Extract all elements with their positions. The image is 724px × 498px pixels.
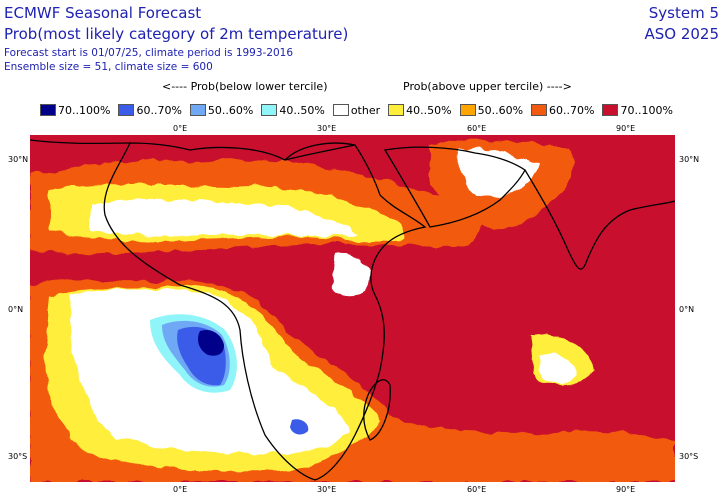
legend-label: 40..50% [279,103,325,117]
blue-zone-south [290,419,309,435]
tick-bottom-90E: 90°E [616,485,636,494]
tick-left-0N: 0°N [8,305,24,314]
legend-label: 60..70% [549,103,595,117]
white-zone-arabia [458,148,540,197]
white-zone-madagascar [540,353,578,385]
legend-item: 70..100% [40,102,110,118]
legend-item: other [332,102,381,118]
legend-item: 40..50% [388,102,452,118]
tick-right-30N: 30°N [679,155,700,164]
darkblue-zone [197,329,224,356]
legend-item: 60..70% [118,102,182,118]
forecast-subtitle: Prob(most likely category of 2m temperat… [4,25,349,43]
legend-item: 70..100% [602,102,673,118]
ensemble-info: Ensemble size = 51, climate size = 600 [4,61,213,73]
tick-bottom-0E: 0°E [173,485,188,494]
legend-item: 60..70% [531,102,594,118]
india-coastline [524,169,675,270]
legend-item: 50..60% [459,102,524,118]
forecast-start-info: Forecast start is 01/07/25, climate peri… [4,47,294,59]
legend-swatch [118,104,135,116]
season-label: ASO 2025 [644,25,719,43]
coastlines [30,139,675,481]
legend-swatch [261,104,278,116]
legend-item: 40..50% [261,102,325,118]
legend-header-below: <---- Prob(below lower tercile) [162,80,328,93]
tick-bottom-30E: 30°E [317,485,337,494]
probability-map [30,135,675,482]
tick-top-30E: 30°E [317,124,337,133]
white-zone-north [90,199,360,236]
legend-label: 70..100% [620,103,673,117]
legend-swatch [189,104,206,116]
legend-label: 50..60% [477,103,524,117]
tick-top-90E: 90°E [616,124,636,133]
legend-item: 50..60% [189,102,254,118]
white-zone-east-africa [332,253,370,296]
forecast-title: ECMWF Seasonal Forecast [4,4,202,22]
legend-swatch [459,104,476,116]
europe-coastline [30,139,356,161]
legend-label: 50..60% [207,103,254,117]
arabia-coastline [383,146,526,228]
africa-coastline [103,142,427,481]
legend-label: 40..50% [406,103,452,117]
tick-right-30S: 30°S [679,452,699,461]
legend-label: 70..100% [58,103,111,117]
tick-bottom-60E: 60°E [467,485,487,494]
madagascar-coastline [363,379,391,441]
legend-swatch [531,104,548,116]
legend-swatch [332,104,349,116]
legend-label: other [350,103,381,117]
legend-label: 60..70% [136,103,182,117]
legend: 70..100% 60..70% 50..60% 40..50% other 4… [40,102,681,118]
tick-right-0N: 0°N [679,305,695,314]
legend-header-above: Prob(above upper tercile) ----> [403,80,572,93]
tick-left-30N: 30°N [8,155,29,164]
tick-left-30S: 30°S [8,452,28,461]
legend-swatch [602,104,619,116]
system-label: System 5 [648,4,719,22]
tick-top-60E: 60°E [467,124,487,133]
legend-swatch [40,104,56,116]
tick-top-0E: 0°E [173,124,188,133]
legend-swatch [388,104,405,116]
